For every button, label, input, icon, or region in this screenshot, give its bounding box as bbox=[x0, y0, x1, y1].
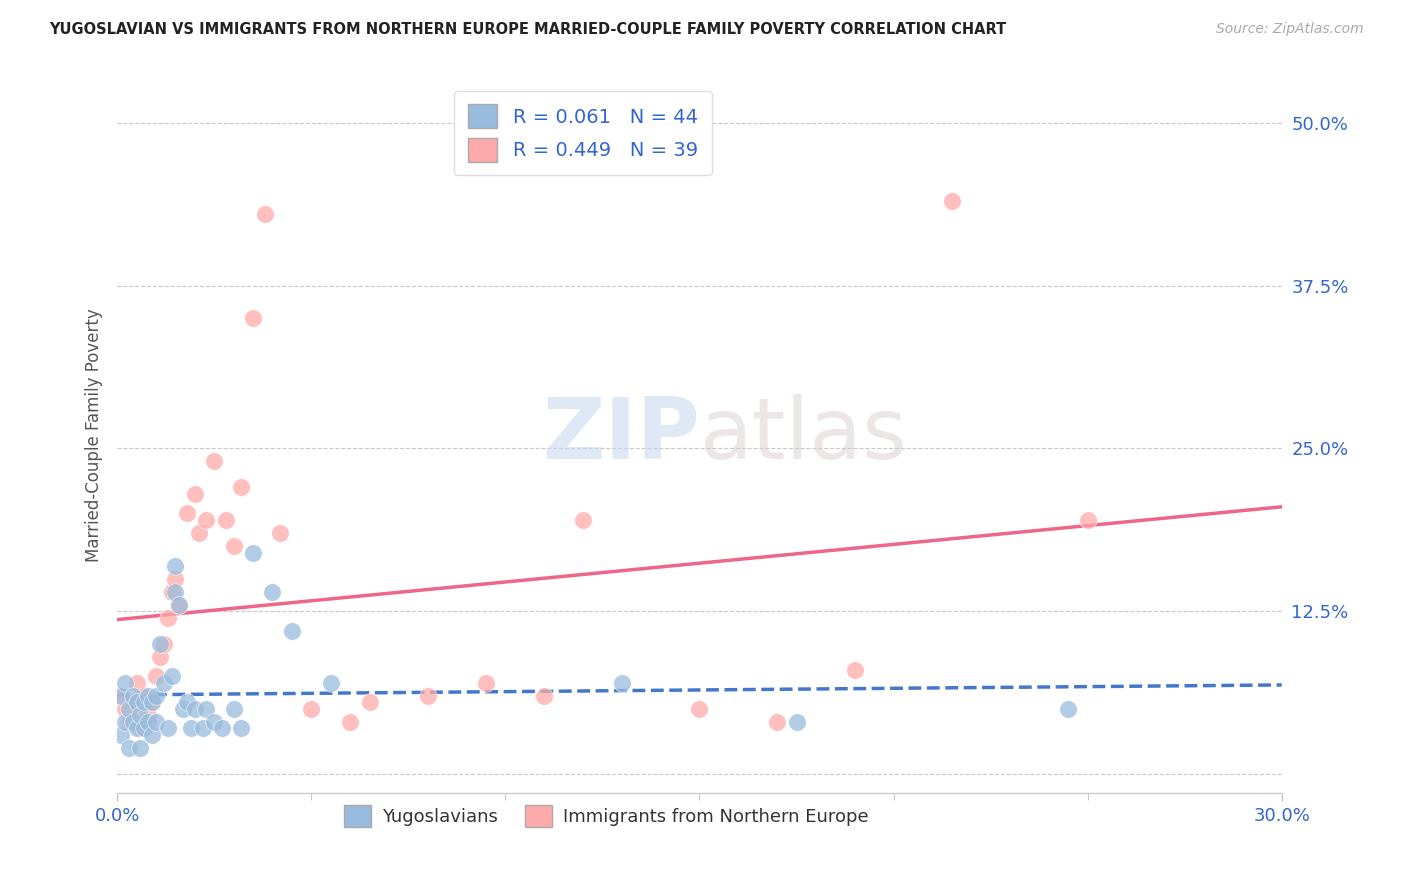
Point bbox=[152, 675, 174, 690]
Point bbox=[110, 728, 132, 742]
Point bbox=[136, 714, 159, 729]
Point bbox=[222, 539, 245, 553]
Point bbox=[118, 702, 141, 716]
Point bbox=[125, 721, 148, 735]
Point bbox=[572, 513, 595, 527]
Point bbox=[136, 708, 159, 723]
Point bbox=[169, 598, 191, 612]
Point bbox=[141, 695, 163, 709]
Point bbox=[156, 721, 179, 735]
Point bbox=[141, 695, 163, 709]
Point bbox=[121, 689, 143, 703]
Point bbox=[149, 637, 172, 651]
Point bbox=[281, 624, 304, 638]
Point bbox=[110, 689, 132, 703]
Point bbox=[202, 714, 225, 729]
Point bbox=[195, 702, 218, 716]
Point bbox=[114, 714, 136, 729]
Point bbox=[242, 311, 264, 326]
Point bbox=[121, 714, 143, 729]
Point bbox=[610, 675, 633, 690]
Point bbox=[319, 675, 342, 690]
Point bbox=[180, 721, 202, 735]
Point bbox=[299, 702, 322, 716]
Point bbox=[222, 702, 245, 716]
Point bbox=[134, 721, 156, 735]
Point bbox=[253, 207, 276, 221]
Point bbox=[165, 584, 187, 599]
Point bbox=[136, 689, 159, 703]
Point bbox=[184, 487, 207, 501]
Point bbox=[1077, 513, 1099, 527]
Point bbox=[416, 689, 439, 703]
Point bbox=[165, 572, 187, 586]
Point bbox=[533, 689, 555, 703]
Text: Source: ZipAtlas.com: Source: ZipAtlas.com bbox=[1216, 22, 1364, 37]
Point bbox=[766, 714, 789, 729]
Point bbox=[149, 649, 172, 664]
Point bbox=[269, 526, 291, 541]
Point bbox=[129, 740, 152, 755]
Point bbox=[176, 695, 198, 709]
Point bbox=[156, 610, 179, 624]
Point bbox=[160, 584, 183, 599]
Point bbox=[941, 194, 963, 208]
Point bbox=[134, 695, 156, 709]
Point bbox=[211, 721, 233, 735]
Point bbox=[231, 480, 253, 494]
Point bbox=[141, 728, 163, 742]
Point bbox=[202, 454, 225, 468]
Point bbox=[145, 714, 167, 729]
Point bbox=[145, 689, 167, 703]
Point bbox=[184, 702, 207, 716]
Point bbox=[844, 663, 866, 677]
Point bbox=[176, 507, 198, 521]
Point bbox=[195, 513, 218, 527]
Point bbox=[359, 695, 381, 709]
Point bbox=[339, 714, 361, 729]
Point bbox=[152, 637, 174, 651]
Point bbox=[121, 695, 143, 709]
Point bbox=[110, 689, 132, 703]
Text: YUGOSLAVIAN VS IMMIGRANTS FROM NORTHERN EUROPE MARRIED-COUPLE FAMILY POVERTY COR: YUGOSLAVIAN VS IMMIGRANTS FROM NORTHERN … bbox=[49, 22, 1007, 37]
Point bbox=[786, 714, 808, 729]
Point bbox=[118, 740, 141, 755]
Point bbox=[187, 526, 209, 541]
Point bbox=[475, 675, 498, 690]
Text: atlas: atlas bbox=[699, 394, 907, 477]
Point bbox=[125, 695, 148, 709]
Point bbox=[1057, 702, 1080, 716]
Point bbox=[145, 669, 167, 683]
Point bbox=[231, 721, 253, 735]
Legend: Yugoslavians, Immigrants from Northern Europe: Yugoslavians, Immigrants from Northern E… bbox=[337, 798, 876, 834]
Point bbox=[242, 545, 264, 559]
Point bbox=[215, 513, 238, 527]
Point bbox=[172, 702, 194, 716]
Point bbox=[129, 708, 152, 723]
Point bbox=[114, 702, 136, 716]
Point bbox=[688, 702, 710, 716]
Y-axis label: Married-Couple Family Poverty: Married-Couple Family Poverty bbox=[86, 309, 103, 562]
Point bbox=[160, 669, 183, 683]
Point bbox=[191, 721, 214, 735]
Point bbox=[165, 558, 187, 573]
Point bbox=[134, 689, 156, 703]
Point bbox=[129, 721, 152, 735]
Text: ZIP: ZIP bbox=[541, 394, 699, 477]
Point bbox=[125, 675, 148, 690]
Point bbox=[169, 598, 191, 612]
Point bbox=[262, 584, 284, 599]
Point bbox=[118, 714, 141, 729]
Point bbox=[114, 675, 136, 690]
